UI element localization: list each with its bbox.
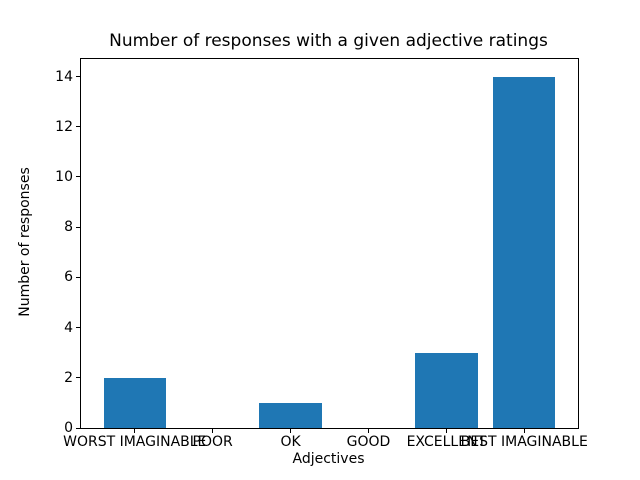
x-axis-tick — [367, 429, 369, 433]
bar-ok — [259, 402, 322, 428]
y-axis-tick — [76, 377, 80, 379]
y-tick-label: 0 — [64, 420, 73, 436]
x-axis-tick — [134, 429, 136, 433]
y-tick-label: 8 — [64, 219, 73, 236]
x-axis-label: Adjectives — [292, 451, 365, 467]
bar-worst-imaginable — [103, 377, 166, 428]
y-axis-tick — [76, 226, 80, 228]
plot-area: WORST IMAGINABLE POOR OK GOOD EXCELLENT BEST … — [55, 58, 588, 450]
y-axis-label: Number of responses — [17, 167, 33, 317]
x-axis-tick — [290, 429, 292, 433]
x-tick-label: EXCELLENT — [406, 434, 487, 450]
y-tick-label: 6 — [64, 269, 73, 286]
x-axis-tick — [212, 429, 214, 433]
y-axis-tick — [76, 76, 80, 78]
y-tick-label: 2 — [64, 369, 73, 386]
y-axis-tick — [76, 427, 80, 429]
y-tick-label: 14 — [55, 68, 73, 85]
x-tick-label: BEST IMAGINABLE — [460, 434, 588, 450]
y-tick-label: 10 — [55, 168, 73, 185]
y-tick-label: 12 — [55, 118, 73, 135]
x-tick-label: POOR — [192, 434, 233, 450]
y-axis-tick — [76, 327, 80, 329]
y-axis-tick — [76, 276, 80, 278]
y-axis-tick — [76, 126, 80, 128]
x-tick-label: OK — [280, 434, 301, 450]
x-tick-label: GOOD — [346, 434, 391, 450]
chart-title: Number of responses with a given adjecti… — [109, 31, 548, 51]
y-axis-tick — [76, 176, 80, 178]
x-tick-label: WORST IMAGINABLE — [63, 434, 207, 450]
bar-best-imaginable — [493, 76, 556, 428]
bar-excellent — [415, 352, 478, 428]
x-axis-tick — [445, 429, 447, 433]
x-axis-tick — [523, 429, 525, 433]
y-tick-label: 4 — [64, 319, 73, 336]
